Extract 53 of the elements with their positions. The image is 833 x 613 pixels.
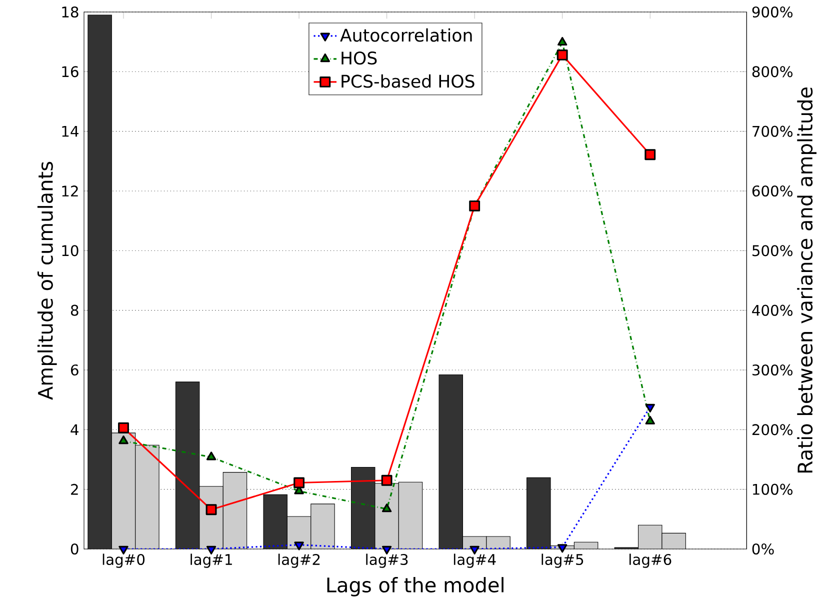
y-tick-label: 14 — [62, 126, 78, 137]
x-tick-label: lag#0 — [102, 554, 145, 568]
point — [381, 474, 392, 486]
y2-tick-label: 600% — [752, 185, 792, 197]
y2-tick-label: 500% — [752, 245, 792, 256]
x-tick-label: lag#1 — [190, 554, 232, 568]
bar — [88, 14, 112, 549]
bar — [350, 466, 376, 549]
x-tick-label: lag#4 — [454, 554, 496, 568]
point — [118, 422, 129, 434]
point — [294, 542, 304, 550]
x-tick-label: lag#6 — [630, 554, 672, 568]
y-tick-label: 8 — [70, 304, 78, 316]
point — [644, 149, 656, 160]
y2-axis-title: Ratio between variance and amplitude — [797, 87, 816, 473]
y-tick-label: 4 — [70, 424, 78, 435]
y-axis-title: Amplitude of cumulants — [37, 162, 57, 400]
y-tick-label: 10 — [62, 245, 78, 256]
legend-label: Autocorrelation — [340, 28, 472, 42]
x-tick-label: lag#3 — [366, 554, 408, 568]
bar — [175, 382, 200, 549]
y2-tick-label: 800% — [752, 66, 792, 78]
y-tick-label: 6 — [70, 364, 78, 376]
y-tick-label: 0 — [70, 543, 78, 555]
y2-tick-label: 700% — [752, 126, 792, 137]
point — [206, 504, 217, 516]
point — [206, 452, 216, 460]
y-tick-label: 2 — [71, 484, 78, 495]
y-tick-label: 16 — [62, 66, 78, 78]
point — [558, 544, 568, 553]
y2-tick-label: 200% — [752, 424, 792, 436]
point — [558, 36, 568, 46]
y2-tick-label: 0% — [752, 543, 774, 555]
bar — [526, 477, 551, 549]
legend-label: HOS — [342, 52, 377, 65]
point — [294, 477, 305, 488]
y-tick-label: 12 — [62, 186, 78, 196]
bar — [438, 374, 463, 549]
point — [556, 49, 568, 60]
bar — [263, 494, 288, 549]
point — [645, 416, 655, 424]
point — [118, 436, 128, 444]
x-tick-label: lag#2 — [278, 554, 320, 568]
y2-tick-label: 400% — [752, 304, 792, 316]
y2-tick-label: 900% — [752, 6, 792, 18]
y-tick-label: 18 — [62, 6, 78, 18]
x-axis-title: Lags of the model — [327, 577, 504, 596]
x-tick-label: lag#5 — [542, 554, 584, 568]
y2-tick-label: 100% — [752, 484, 792, 495]
point — [645, 404, 655, 412]
point — [382, 504, 392, 512]
y2-tick-label: 300% — [752, 364, 792, 376]
legend-label: PCS-based HOS — [342, 74, 474, 88]
